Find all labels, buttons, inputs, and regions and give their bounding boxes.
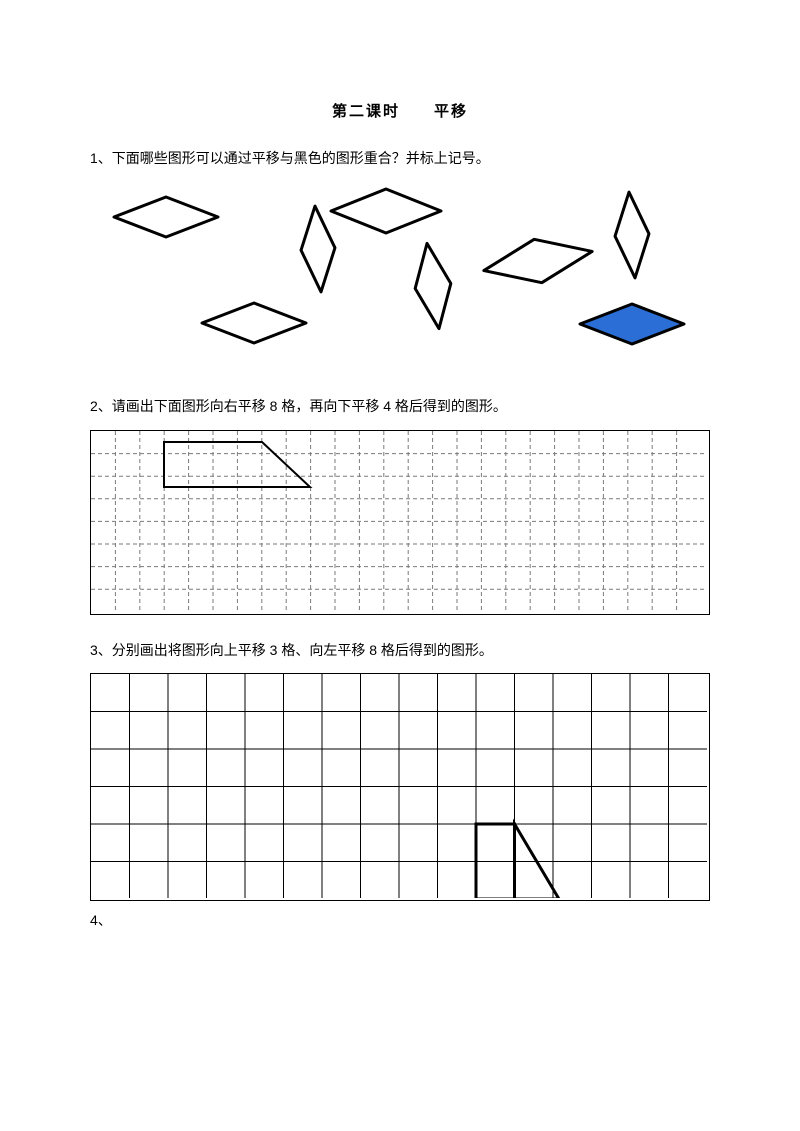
diamond-shape bbox=[612, 191, 652, 279]
diamond-shape bbox=[580, 304, 684, 344]
diamond-shape bbox=[331, 189, 441, 233]
diamond-shape bbox=[202, 303, 306, 343]
q2-text: 2、请画出下面图形向右平移 8 格，再向下平移 4 格后得到的图形。 bbox=[90, 395, 710, 417]
diamond-shape bbox=[114, 197, 218, 237]
q3-text: 3、分别画出将图形向上平移 3 格、向左平移 8 格后得到的图形。 bbox=[90, 639, 710, 661]
diamond-shape bbox=[298, 205, 338, 293]
diamond-shape bbox=[480, 230, 596, 292]
page-title: 第二课时 平移 bbox=[90, 100, 710, 121]
diamond-shape bbox=[409, 241, 457, 331]
q1-text: 1、下面哪些图形可以通过平移与黑色的图形重合？并标上记号。 bbox=[90, 147, 710, 169]
q4-text: 4、 bbox=[90, 909, 710, 931]
q2-figure bbox=[90, 430, 710, 615]
q3-figure bbox=[90, 673, 710, 901]
q1-figure bbox=[90, 181, 710, 371]
